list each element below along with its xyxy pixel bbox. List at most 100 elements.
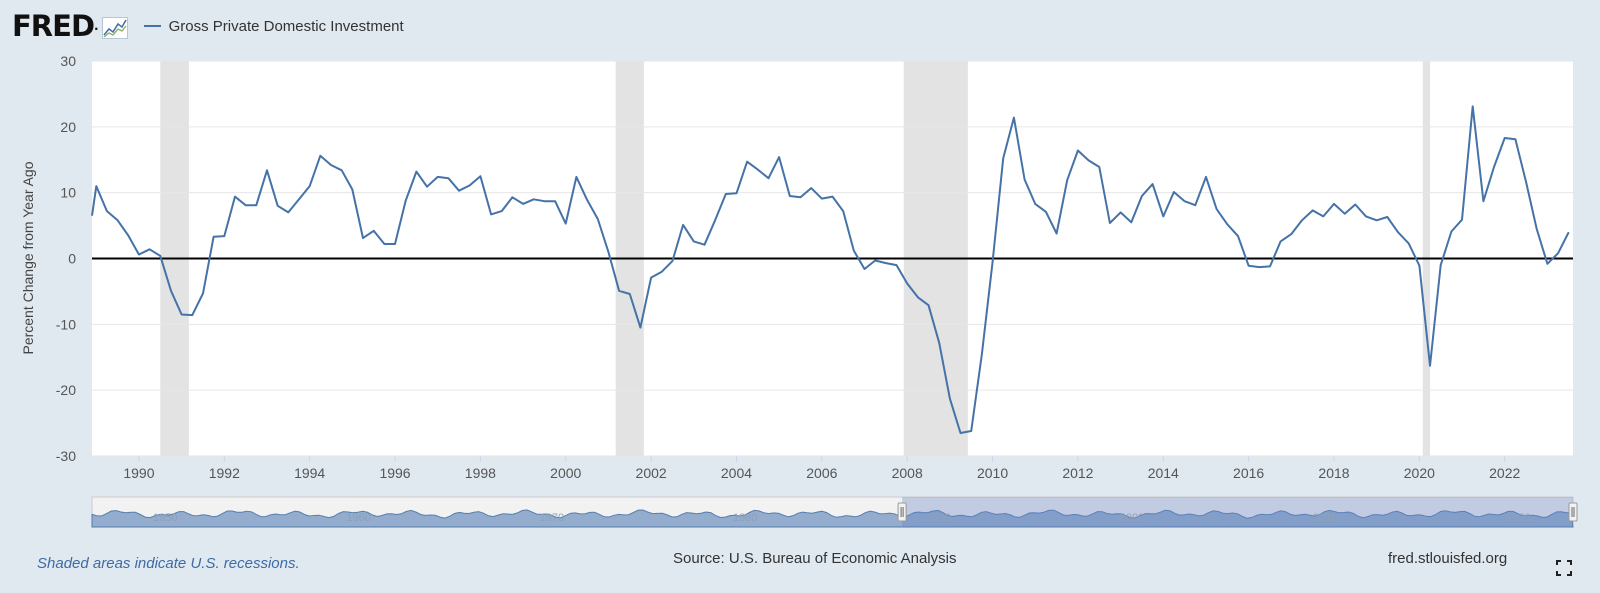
data-point[interactable]	[1181, 197, 1189, 205]
navigator-handle-right[interactable]	[1568, 502, 1578, 522]
data-point[interactable]	[989, 258, 997, 266]
data-point[interactable]	[316, 152, 324, 160]
data-point[interactable]	[135, 251, 143, 259]
data-point[interactable]	[1117, 208, 1125, 216]
data-point[interactable]	[1522, 178, 1530, 186]
data-point[interactable]	[295, 195, 303, 203]
data-point[interactable]	[263, 166, 271, 174]
data-point[interactable]	[1447, 228, 1455, 236]
data-point[interactable]	[1501, 134, 1509, 142]
navigator-handle-left[interactable]	[897, 502, 907, 522]
data-point[interactable]	[210, 233, 218, 241]
data-point[interactable]	[711, 216, 719, 224]
data-point[interactable]	[658, 268, 666, 276]
data-point[interactable]	[679, 221, 687, 229]
data-point[interactable]	[1405, 239, 1413, 247]
data-point[interactable]	[967, 427, 975, 435]
data-point[interactable]	[1319, 212, 1327, 220]
data-point[interactable]	[188, 311, 196, 319]
data-point[interactable]	[818, 195, 826, 203]
data-point[interactable]	[1106, 219, 1114, 227]
data-point[interactable]	[1490, 163, 1498, 171]
data-point[interactable]	[700, 241, 708, 249]
data-point[interactable]	[359, 234, 367, 242]
data-point[interactable]	[391, 240, 399, 248]
data-point[interactable]	[1149, 180, 1157, 188]
data-point[interactable]	[861, 265, 869, 273]
data-point[interactable]	[1351, 201, 1359, 209]
data-point[interactable]	[455, 187, 463, 195]
data-point[interactable]	[850, 247, 858, 255]
data-point[interactable]	[498, 207, 506, 215]
data-point[interactable]	[946, 395, 954, 403]
range-navigator[interactable]: 1950 1960 1970 1980 1990 2000 2010 2020	[91, 496, 1578, 528]
data-point[interactable]	[1053, 229, 1061, 237]
data-point[interactable]	[178, 310, 186, 318]
data-point[interactable]	[1127, 218, 1135, 226]
data-point[interactable]	[1309, 206, 1317, 214]
data-point[interactable]	[1426, 362, 1434, 370]
data-point[interactable]	[1362, 212, 1370, 220]
data-point[interactable]	[380, 240, 388, 248]
data-point[interactable]	[1458, 216, 1466, 224]
data-point[interactable]	[978, 350, 986, 358]
data-point[interactable]	[935, 339, 943, 347]
data-point[interactable]	[1245, 262, 1253, 270]
data-point[interactable]	[1543, 260, 1551, 268]
data-point[interactable]	[1565, 228, 1573, 236]
data-point[interactable]	[903, 280, 911, 288]
data-point[interactable]	[1138, 192, 1146, 200]
data-point[interactable]	[231, 193, 239, 201]
data-point[interactable]	[124, 231, 132, 239]
data-point[interactable]	[1202, 173, 1210, 181]
data-point[interactable]	[487, 210, 495, 218]
data-point[interactable]	[1287, 230, 1295, 238]
data-point[interactable]	[1373, 216, 1381, 224]
data-point[interactable]	[199, 289, 207, 297]
data-point[interactable]	[1383, 213, 1391, 221]
data-point[interactable]	[348, 185, 356, 193]
data-point[interactable]	[732, 189, 740, 197]
fullscreen-icon[interactable]	[1556, 560, 1572, 576]
data-point[interactable]	[252, 201, 260, 209]
data-point[interactable]	[508, 193, 516, 201]
data-point[interactable]	[92, 182, 100, 190]
data-point[interactable]	[242, 201, 250, 209]
data-point[interactable]	[1394, 228, 1402, 236]
data-point[interactable]	[1437, 261, 1445, 269]
data-point[interactable]	[146, 245, 154, 253]
data-point[interactable]	[807, 184, 815, 192]
data-point[interactable]	[88, 212, 96, 220]
data-point[interactable]	[114, 216, 122, 224]
data-point[interactable]	[1042, 208, 1050, 216]
data-point[interactable]	[327, 161, 335, 169]
data-point[interactable]	[743, 158, 751, 166]
data-point[interactable]	[594, 215, 602, 223]
data-point[interactable]	[647, 274, 655, 282]
data-point[interactable]	[882, 259, 890, 267]
data-point[interactable]	[476, 172, 484, 180]
data-point[interactable]	[999, 154, 1007, 162]
source-url[interactable]: fred.stlouisfed.org	[1388, 550, 1508, 567]
data-point[interactable]	[1234, 232, 1242, 240]
data-point[interactable]	[1479, 197, 1487, 205]
data-point[interactable]	[540, 197, 548, 205]
data-point[interactable]	[1095, 163, 1103, 171]
data-point[interactable]	[530, 195, 538, 203]
data-point[interactable]	[722, 190, 730, 198]
data-point[interactable]	[1010, 114, 1018, 122]
data-point[interactable]	[583, 196, 591, 204]
data-point[interactable]	[551, 197, 559, 205]
data-point[interactable]	[925, 301, 933, 309]
data-point[interactable]	[1031, 200, 1039, 208]
data-point[interactable]	[1191, 201, 1199, 209]
data-point[interactable]	[306, 182, 314, 190]
data-point[interactable]	[370, 227, 378, 235]
data-point[interactable]	[103, 207, 111, 215]
data-point[interactable]	[636, 324, 644, 332]
data-point[interactable]	[220, 232, 228, 240]
data-point[interactable]	[1255, 263, 1263, 271]
data-point[interactable]	[1469, 102, 1477, 110]
data-point[interactable]	[1415, 262, 1423, 270]
data-point[interactable]	[914, 293, 922, 301]
